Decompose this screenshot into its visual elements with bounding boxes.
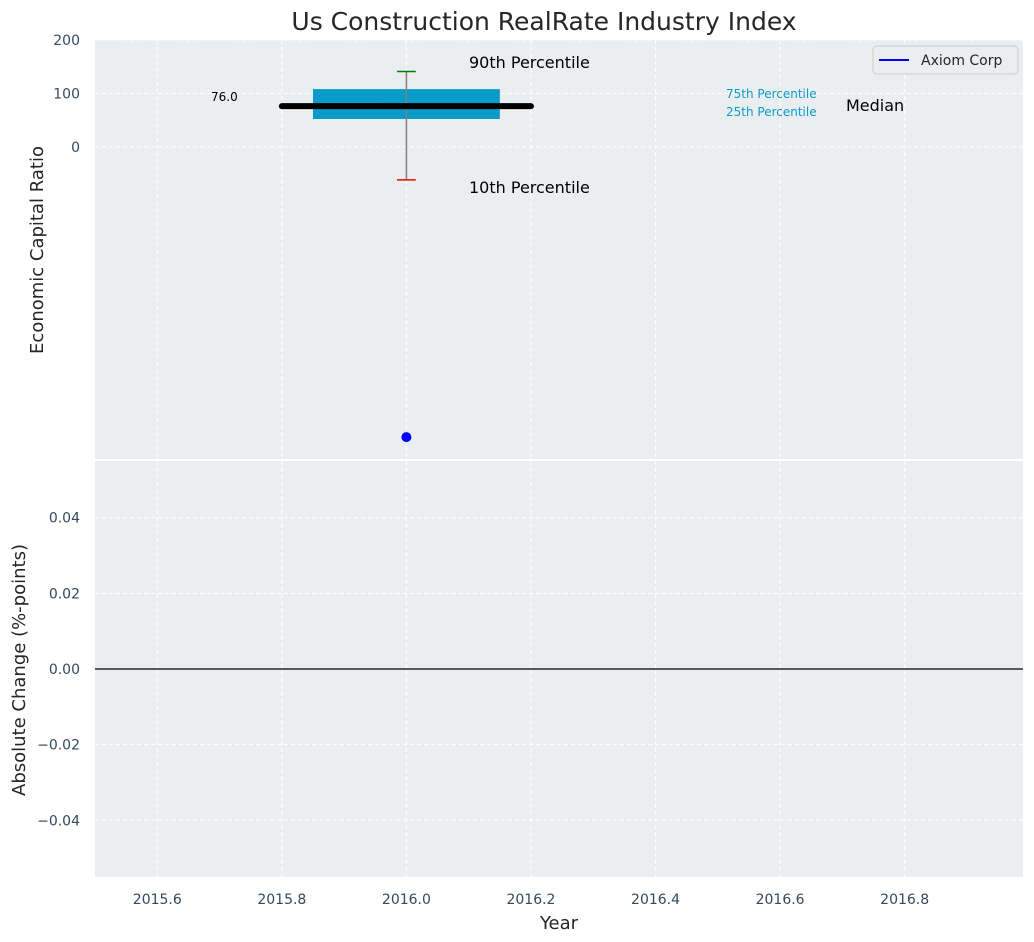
- x-tick-label: 2016.8: [880, 892, 929, 908]
- x-tick-label: 2016.4: [631, 892, 680, 908]
- top-y-tick-label: 200: [53, 33, 80, 49]
- top-grid: [95, 39, 1023, 459]
- annotation-p10: 10th Percentile: [469, 178, 590, 197]
- bottom-xticks: 2015.6 2015.8 2016.0 2016.2 2016.4 2016.6 2016…: [133, 892, 929, 908]
- bottom-yticks: 0.04 0.02 0.00 −0.02 −0.04: [37, 511, 80, 830]
- top-plot-area: [95, 40, 1023, 459]
- top-y-tick-label: 0: [71, 140, 80, 156]
- bottom-y-tick-label: 0.00: [49, 662, 80, 678]
- x-tick-label: 2016.6: [756, 892, 805, 908]
- x-tick-label: 2016.0: [382, 892, 431, 908]
- annotation-p90: 90th Percentile: [469, 53, 590, 72]
- x-tick-label: 2015.8: [257, 892, 306, 908]
- top-yticks: 200 100 0: [53, 33, 80, 156]
- x-tick-label: 2015.6: [133, 892, 182, 908]
- x-tick-label: 2016.2: [506, 892, 555, 908]
- annotation-p75: 75th Percentile: [726, 87, 817, 101]
- median-value-label: 76.0: [211, 90, 238, 104]
- top-marks: [278, 70, 534, 443]
- bottom-y-tick-label: 0.02: [49, 586, 80, 602]
- bottom-y-axis-label: Absolute Change (%-points): [9, 544, 30, 796]
- legend-box: [872, 45, 1019, 75]
- legend: Axiom Corp: [872, 45, 1019, 75]
- bottom-y-tick-label: −0.04: [37, 813, 80, 829]
- legend-label-axiom-corp: Axiom Corp: [921, 53, 1003, 69]
- top-y-axis-label: Economic Capital Ratio: [27, 146, 48, 354]
- axiom-corp-point: [401, 432, 412, 443]
- top-y-tick-label: 100: [53, 86, 80, 102]
- chart-title: Us Construction RealRate Industry Index: [291, 7, 796, 36]
- bottom-y-tick-label: 0.04: [49, 511, 80, 527]
- annotation-median: Median: [846, 96, 904, 115]
- annotation-p25: 25th Percentile: [726, 105, 817, 119]
- x-axis-label: Year: [539, 913, 579, 934]
- bottom-y-tick-label: −0.02: [37, 738, 80, 754]
